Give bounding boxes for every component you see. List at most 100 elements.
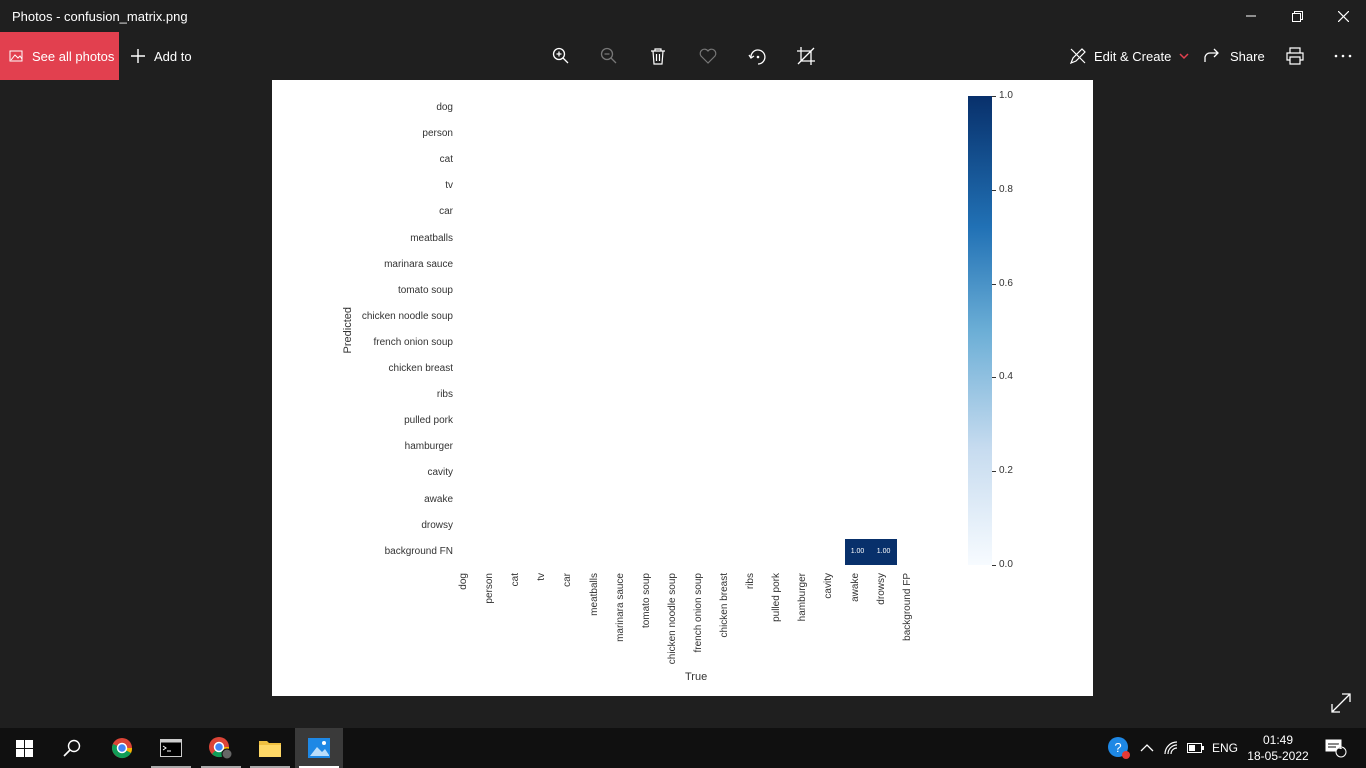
y-tick-label: hamburger [404,441,453,453]
clock[interactable]: 01:49 18-05-2022 [1245,732,1311,764]
running-indicator [201,766,241,768]
rotate-button[interactable] [739,32,775,80]
y-tick-label: chicken noodle soup [361,310,453,322]
close-button[interactable] [1320,0,1366,32]
share-button[interactable]: Share [1204,32,1265,80]
rotate-icon [748,49,766,65]
x-tick-label: background FP [901,573,913,641]
edit-create-button[interactable]: Edit & Create [1070,32,1189,80]
fullscreen-button[interactable] [1330,692,1354,716]
start-button[interactable] [0,728,48,768]
x-tick-label: person [484,573,496,604]
zoom-in-icon [552,47,569,64]
y-tick-label: chicken breast [388,363,453,374]
svg-text:?: ? [1114,740,1121,755]
colorbar-tick [992,377,996,379]
running-indicator [250,766,290,768]
zoom-in-button[interactable] [543,32,579,80]
colorbar-tick [992,96,996,97]
x-tick-label: chicken noodle soup [666,573,678,665]
y-tick-label: cavity [427,467,453,479]
notifications-button[interactable]: 1 [1325,728,1347,768]
y-tick-label: background FN [384,545,453,557]
show-hidden-icons-button[interactable] [1140,728,1154,768]
restore-button[interactable] [1274,0,1320,32]
photo-canvas: dog person cat tv car meatballs marinara sauce… [272,80,1093,696]
x-tick-label: ribs [745,573,757,590]
colorbar-tick [992,565,996,566]
running-indicator [299,766,339,768]
battery-icon [1187,743,1204,753]
x-tick-label: drowsy [875,573,887,605]
close-icon [1337,10,1349,22]
search-icon [63,739,81,757]
trash-icon [651,48,665,65]
title-bar: Photos - confusion_matrix.png [0,0,1366,32]
clock-date: 18-05-2022 [1247,749,1309,763]
photos-app-icon [308,738,330,758]
edit-create-label: Edit & Create [1094,48,1172,64]
heatmap-cell: 1.00 [844,538,871,565]
y-tick-label: car [439,206,453,218]
y-tick-label: pulled pork [404,415,453,427]
x-tick-label: awake [849,573,861,602]
colorbar-tick [992,189,996,191]
y-tick-label: french onion soup [373,336,453,348]
add-to-button[interactable]: Add to [130,32,192,80]
colorbar-tick [992,283,996,285]
colorbar-tick-label: 0.4 [999,371,1013,383]
help-icon: ? [1108,737,1130,759]
terminal-icon [160,739,182,757]
x-tick-label: tv [536,573,548,581]
colorbar-tick [992,471,996,473]
y-axis-title: Predicted [342,307,354,354]
search-button[interactable] [48,728,96,768]
wifi-icon [1164,741,1178,755]
x-tick-label: hamburger [797,573,809,622]
x-tick-label: french onion soup [692,573,704,653]
favorite-button[interactable] [690,32,726,80]
notification-count: 1 [1338,742,1343,751]
taskbar-file-explorer[interactable] [246,728,294,768]
taskbar-chrome-profile[interactable] [197,728,245,768]
colorbar-tick-label: 0.2 [999,465,1013,477]
y-tick-label: ribs [436,389,453,401]
zoom-out-button[interactable] [591,32,627,80]
printer-icon [1286,47,1304,65]
edit-icon [1070,48,1086,64]
plus-icon [131,49,145,63]
y-tick-label: cat [439,154,453,166]
colorbar-tick-label: 0.0 [999,559,1013,570]
window-title: Photos - confusion_matrix.png [12,9,188,24]
minimize-icon [1246,15,1256,17]
x-tick-label: cat [510,573,522,587]
share-icon [1204,48,1219,62]
see-all-photos-button[interactable]: See all photos [0,32,119,80]
taskbar-chrome[interactable] [98,728,146,768]
colorbar [968,96,992,565]
delete-button[interactable] [640,32,676,80]
running-indicator [151,766,191,768]
help-tray-icon[interactable]: ? [1107,728,1131,768]
x-tick-label: marinara sauce [614,573,626,642]
crop-icon [797,47,815,65]
taskbar-photos[interactable] [295,728,343,768]
network-tray-icon[interactable] [1164,728,1180,768]
language-indicator[interactable]: ENG [1212,741,1239,755]
taskbar-terminal[interactable] [147,728,195,768]
colorbar-tick-label: 0.8 [999,183,1013,195]
more-options-button[interactable] [1325,32,1361,80]
x-tick-label: dog [458,573,469,590]
crop-button[interactable] [788,32,824,80]
print-button[interactable] [1277,32,1313,80]
chevron-up-icon [1140,744,1154,752]
colorbar-tick-label: 0.6 [999,277,1013,289]
notification-icon [1325,739,1347,758]
y-tick-label: dog [436,102,453,113]
restore-icon [1291,10,1303,22]
battery-tray-icon[interactable] [1187,728,1205,768]
zoom-out-icon [600,47,617,64]
minimize-button[interactable] [1228,0,1274,32]
more-icon [1334,54,1352,58]
folder-icon [259,741,281,757]
